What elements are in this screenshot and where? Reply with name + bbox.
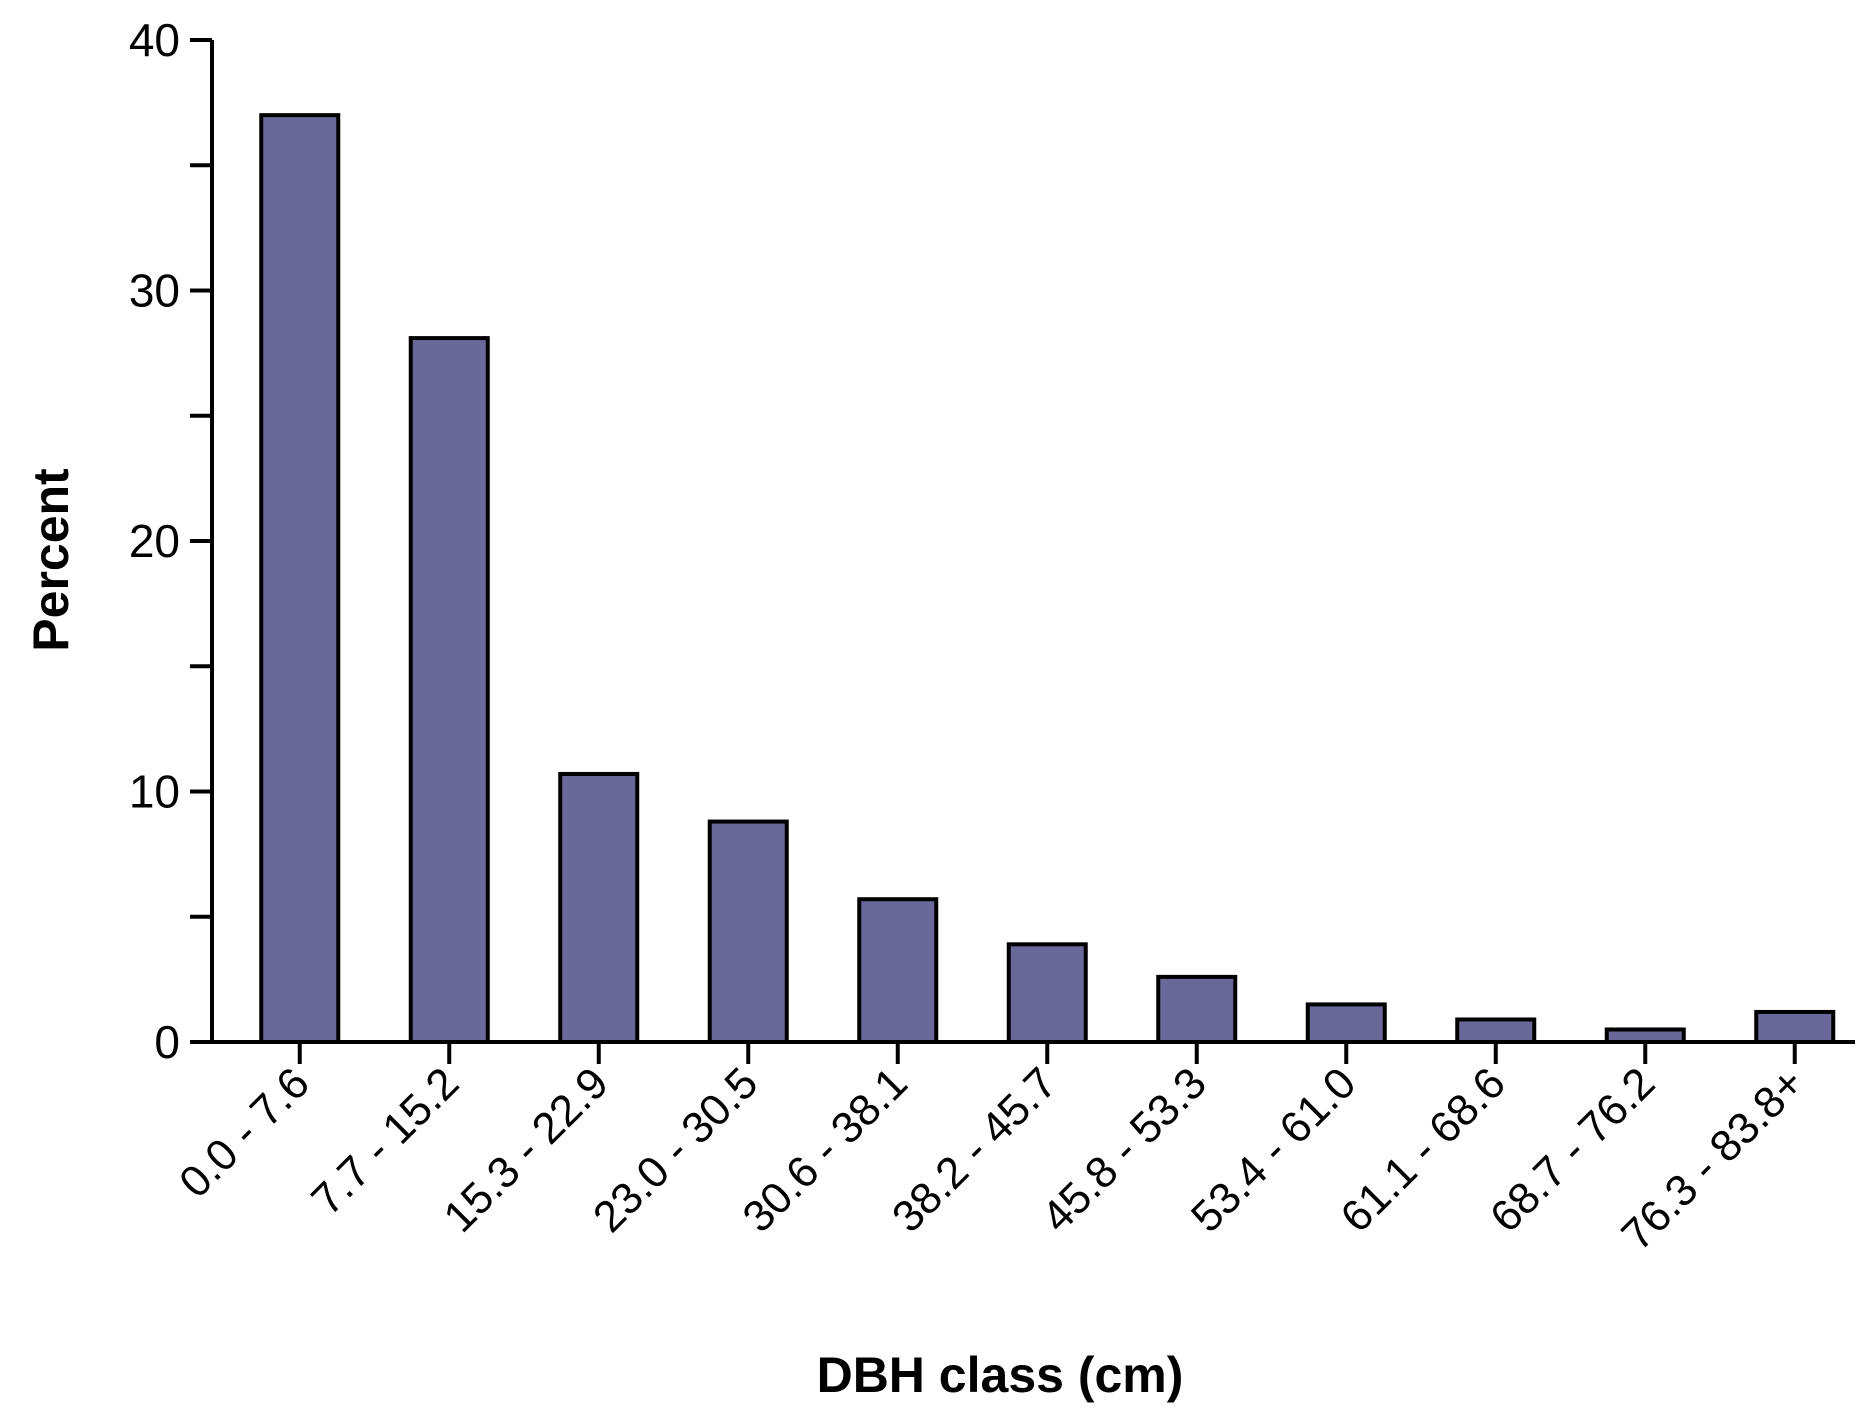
bar: [259, 113, 341, 1044]
x-tick-label: 0.0 - 7.6: [170, 1058, 319, 1207]
bar: [1006, 942, 1088, 1044]
y-tick-label: 40: [129, 14, 180, 66]
bar: [1305, 1002, 1387, 1044]
bar: [1156, 974, 1238, 1044]
y-ticks-group: 0 10 20 30 40: [129, 14, 212, 1068]
bar: [1754, 1009, 1836, 1045]
bar: [558, 771, 640, 1045]
bar: [1455, 1017, 1537, 1045]
bars-group: [259, 113, 1836, 1045]
y-tick-label: 20: [129, 515, 180, 567]
y-tick-label: 10: [129, 766, 180, 818]
x-axis-title: DBH class (cm): [817, 1347, 1184, 1403]
x-ticks-group: 0.0 - 7.67.7 - 15.215.3 - 22.923.0 - 30.…: [170, 1042, 1814, 1260]
bar: [707, 819, 789, 1044]
y-tick-label: 30: [129, 265, 180, 317]
y-axis-title: Percent: [23, 468, 79, 652]
bar: [857, 897, 939, 1045]
y-tick-label: 0: [154, 1016, 180, 1068]
bar: [408, 336, 490, 1045]
